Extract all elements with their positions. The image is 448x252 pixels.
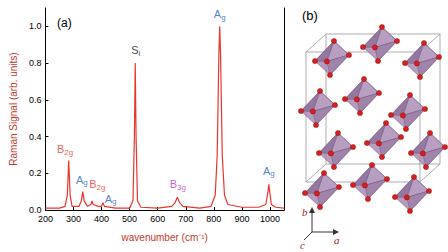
- svg-text:A: A: [104, 193, 112, 205]
- svg-text:c: c: [300, 239, 305, 251]
- svg-text:Raman Signal (arb. units): Raman Signal (arb. units): [8, 52, 19, 165]
- svg-text:wavenumber (cm⁻¹): wavenumber (cm⁻¹): [121, 232, 208, 243]
- svg-text:0.6: 0.6: [29, 95, 42, 105]
- svg-text:0.2: 0.2: [29, 168, 42, 178]
- svg-text:400: 400: [94, 214, 109, 224]
- svg-text:900: 900: [234, 214, 249, 224]
- svg-text:3g: 3g: [177, 183, 186, 192]
- svg-text:300: 300: [66, 214, 81, 224]
- svg-text:g: g: [221, 13, 225, 22]
- svg-text:g: g: [112, 197, 116, 206]
- svg-text:0.4: 0.4: [29, 132, 42, 142]
- svg-text:0.8: 0.8: [29, 58, 42, 68]
- svg-text:(a): (a): [57, 16, 72, 30]
- svg-text:200: 200: [38, 214, 53, 224]
- svg-text:A: A: [213, 8, 222, 21]
- svg-text:2g: 2g: [64, 148, 73, 157]
- svg-text:i: i: [139, 49, 141, 58]
- svg-text:A: A: [262, 164, 271, 177]
- svg-text:800: 800: [206, 214, 221, 224]
- svg-text:a: a: [334, 234, 340, 246]
- svg-text:g: g: [270, 169, 274, 178]
- svg-text:1.0: 1.0: [29, 21, 42, 31]
- svg-text:A: A: [76, 173, 84, 186]
- svg-text:B: B: [89, 178, 96, 190]
- svg-text:g: g: [83, 178, 87, 187]
- svg-text:B: B: [170, 178, 177, 190]
- svg-text:S: S: [131, 44, 138, 56]
- svg-text:2g: 2g: [97, 183, 106, 192]
- svg-text:b: b: [302, 206, 308, 218]
- svg-text:500: 500: [122, 214, 137, 224]
- svg-text:(b): (b): [302, 8, 318, 23]
- svg-text:600: 600: [150, 214, 165, 224]
- svg-text:700: 700: [178, 214, 193, 224]
- svg-text:1000: 1000: [260, 214, 280, 224]
- svg-text:0.0: 0.0: [28, 205, 42, 215]
- svg-text:B: B: [57, 143, 64, 155]
